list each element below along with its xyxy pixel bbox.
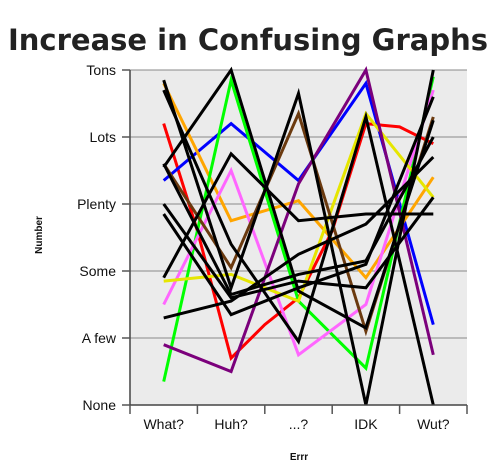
y-tick-label: Tons: [86, 62, 116, 78]
y-tick-label: Lots: [90, 129, 116, 145]
series-line: [162, 69, 435, 406]
y-axis-label: Number: [34, 216, 45, 254]
chart-title: Increase in Confusing Graphs: [8, 23, 488, 57]
x-tick-label: Wut?: [417, 416, 450, 432]
axes: [129, 70, 467, 406]
series-line: [162, 89, 435, 406]
x-tick-label: What?: [143, 416, 184, 432]
series-line: [162, 66, 435, 331]
y-tick-label: Some: [79, 263, 116, 279]
y-tick-label: None: [83, 397, 117, 413]
x-axis-label: Errr: [290, 452, 308, 463]
x-tick-label: IDK: [354, 416, 378, 432]
x-tick-label: ...?: [289, 416, 309, 432]
series-line: [162, 136, 435, 297]
x-tick-labels: What? Huh?...? IDK Wut?: [129, 405, 468, 432]
series-line: [163, 156, 435, 320]
series-line: [163, 110, 435, 304]
x-tick-label: Huh?: [214, 416, 248, 432]
series-line: [162, 96, 435, 317]
y-tick-label: A few: [82, 330, 117, 346]
series-lines: [162, 66, 435, 406]
y-tick-labels: None A few Some Plenty Lots Tons: [77, 62, 130, 413]
series-line: [163, 66, 435, 374]
y-tick-label: Plenty: [77, 196, 116, 212]
